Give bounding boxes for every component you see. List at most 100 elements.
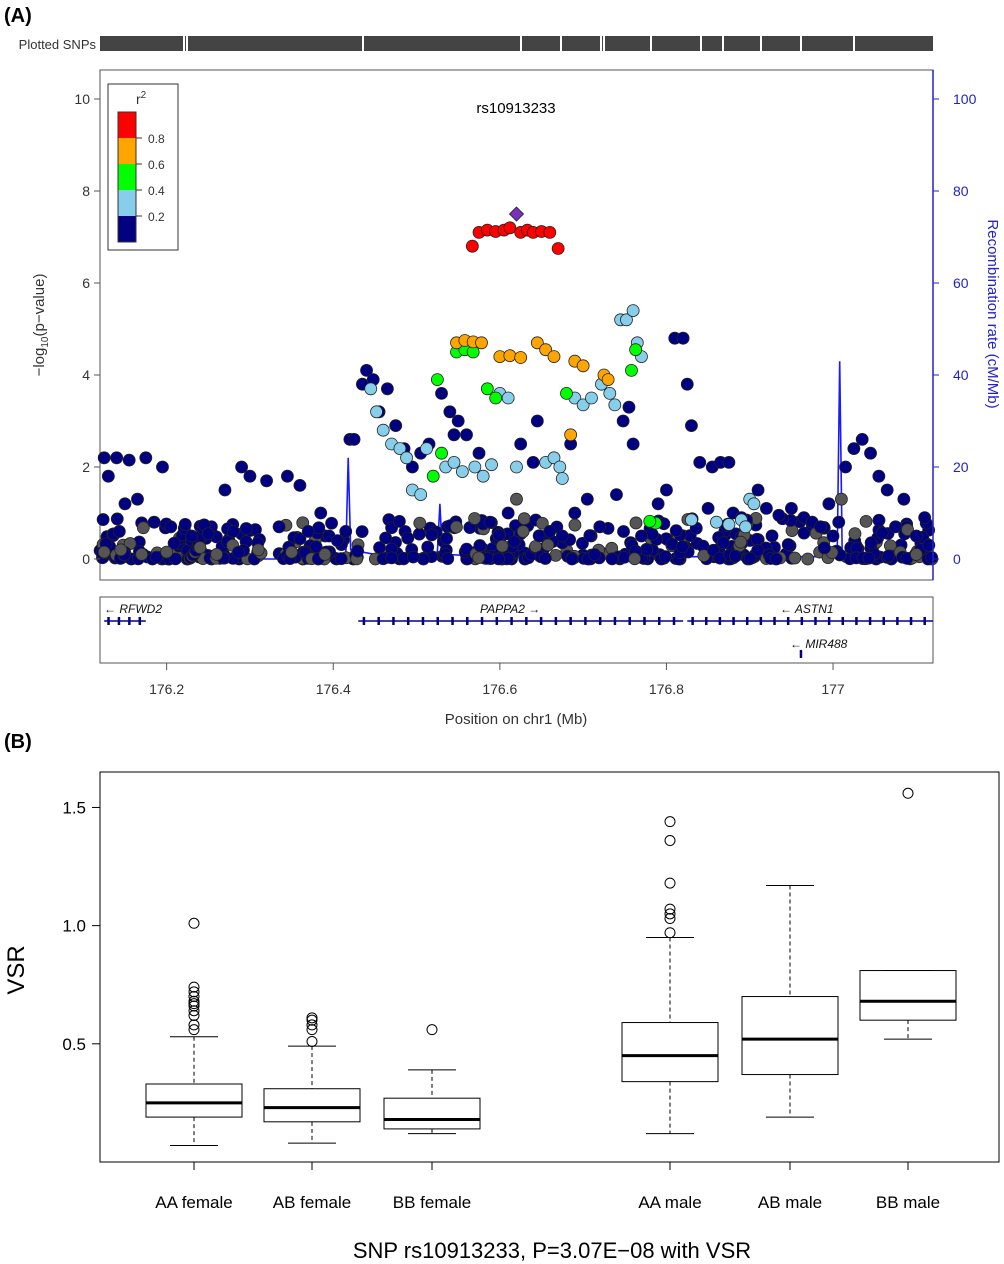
snp-point-background bbox=[167, 536, 181, 550]
snp-point-background bbox=[468, 512, 482, 525]
snp-point bbox=[370, 405, 383, 419]
plotted-snps-label: Plotted SNPs bbox=[19, 37, 97, 52]
snp-point bbox=[710, 515, 723, 529]
snp-point-background bbox=[628, 552, 642, 566]
rug-gap bbox=[722, 36, 724, 51]
snp-point bbox=[451, 414, 465, 428]
snp-point bbox=[530, 414, 544, 428]
snp-point-background bbox=[231, 545, 245, 559]
gene-exon bbox=[107, 617, 110, 625]
legend-swatch bbox=[118, 190, 136, 216]
gene-exon bbox=[882, 617, 885, 625]
gene-exon bbox=[855, 617, 858, 625]
y-label-b: VSR bbox=[3, 945, 30, 994]
snp-point-background bbox=[538, 552, 552, 565]
snp-point bbox=[131, 492, 144, 506]
y-tick-label-b: 1.5 bbox=[62, 798, 86, 817]
snp-point bbox=[747, 497, 761, 511]
x-tick-label: 176.8 bbox=[649, 681, 684, 697]
gene-exon bbox=[643, 617, 646, 625]
snp-point bbox=[822, 497, 836, 511]
lead-snp-marker bbox=[508, 206, 525, 222]
snp-point bbox=[889, 520, 902, 534]
snp-point bbox=[625, 363, 638, 377]
snp-point-background bbox=[507, 535, 521, 549]
gene-exon bbox=[510, 617, 513, 625]
snp-point bbox=[651, 497, 665, 511]
y-tick-label: 10 bbox=[74, 91, 90, 107]
snp-point bbox=[909, 529, 923, 543]
gene-track-frame bbox=[99, 596, 934, 664]
snp-point bbox=[360, 363, 373, 377]
y-label-right: Recombination rate (cM/Mb) bbox=[984, 219, 1001, 408]
rug-gap bbox=[603, 36, 605, 51]
snp-point bbox=[568, 506, 582, 520]
y-tick-label-b: 1.0 bbox=[62, 917, 86, 936]
rug-gap bbox=[800, 36, 802, 51]
box-plots bbox=[145, 787, 957, 1146]
snp-point bbox=[380, 382, 394, 396]
snp-point bbox=[435, 446, 448, 460]
outlier-point bbox=[188, 986, 200, 998]
legend-swatch bbox=[118, 138, 136, 164]
snp-point-background bbox=[750, 532, 764, 546]
snp-point-background bbox=[565, 552, 579, 566]
snp-point bbox=[260, 474, 274, 488]
snp-point bbox=[629, 343, 643, 357]
legend-tick-label: 0.6 bbox=[148, 158, 165, 172]
outlier-point bbox=[188, 995, 200, 1007]
snp-point bbox=[514, 437, 528, 451]
y-label-left: −log10(p−value) bbox=[31, 274, 51, 377]
snp-point-background bbox=[862, 551, 876, 565]
outlier-point bbox=[188, 981, 200, 993]
outlier-point bbox=[188, 1024, 200, 1036]
snp-point bbox=[185, 529, 199, 543]
snp-point bbox=[210, 548, 224, 561]
gene-label: ← ASTN1 bbox=[780, 602, 834, 616]
snp-point bbox=[480, 382, 494, 396]
plotted-snps-rug bbox=[100, 36, 933, 51]
snp-point bbox=[551, 242, 565, 255]
snp-point bbox=[772, 508, 786, 522]
gene-exon bbox=[569, 617, 572, 625]
snp-point bbox=[626, 437, 640, 451]
gene-exon bbox=[117, 617, 121, 625]
x-tick-label-b: AA male bbox=[638, 1193, 701, 1212]
snp-point bbox=[685, 513, 698, 527]
snp-point bbox=[593, 520, 607, 534]
panel-a-label: (A) bbox=[4, 5, 32, 27]
snp-point bbox=[555, 472, 569, 485]
snp-point bbox=[555, 529, 569, 543]
snp-point bbox=[622, 400, 636, 414]
snp-point bbox=[339, 525, 353, 538]
snp-point-background bbox=[734, 535, 748, 549]
snp-point bbox=[872, 469, 886, 483]
snp-point bbox=[635, 529, 648, 543]
snp-point-background bbox=[492, 528, 506, 542]
snp-point bbox=[503, 349, 517, 363]
legend-bar-frame bbox=[117, 111, 137, 243]
gene-exon bbox=[773, 617, 776, 625]
snp-point bbox=[243, 469, 257, 483]
y-tick-label: 0 bbox=[82, 551, 90, 567]
snp-point-background bbox=[309, 540, 323, 554]
snp-point bbox=[553, 460, 567, 474]
snp-point bbox=[156, 460, 169, 474]
snp-point bbox=[160, 545, 174, 559]
snp-point bbox=[465, 239, 479, 253]
gene-exon bbox=[525, 617, 528, 625]
outlier-point bbox=[664, 903, 676, 915]
snp-point bbox=[918, 511, 932, 524]
outlier-point bbox=[306, 1012, 318, 1024]
snp-point-background bbox=[325, 516, 338, 530]
snp-point bbox=[389, 419, 403, 433]
y-right-tick-label: 0 bbox=[953, 551, 961, 567]
snp-point-background bbox=[495, 539, 509, 553]
gene-exon bbox=[745, 617, 749, 625]
snp-point bbox=[475, 336, 488, 350]
snp-point-background bbox=[769, 552, 783, 566]
gene-exon bbox=[539, 617, 543, 625]
snp-point bbox=[620, 313, 633, 327]
snp-point bbox=[147, 515, 161, 529]
